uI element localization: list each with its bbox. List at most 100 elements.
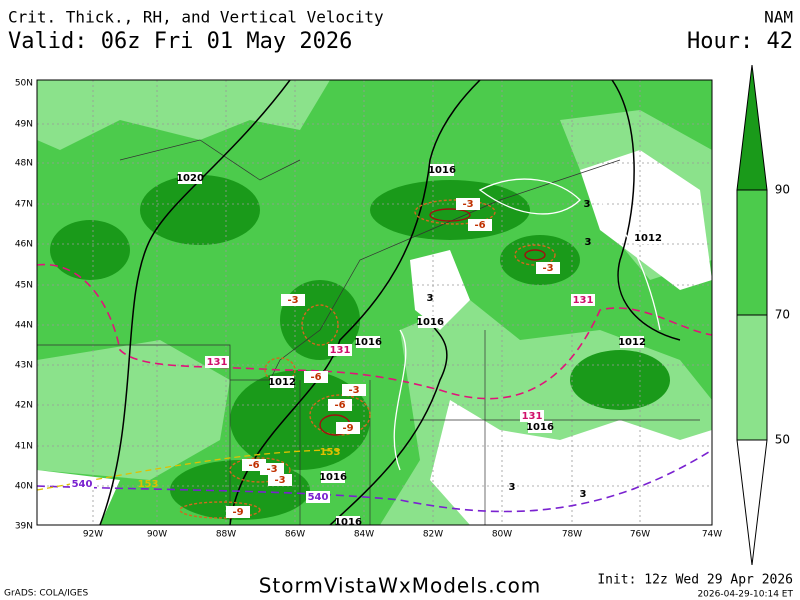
colorbar-labels: 90 70 50 [775,183,790,447]
product-title: Crit. Thick., RH, and Vertical Velocity [8,8,384,27]
lat-label: 40N [15,482,33,492]
lat-label: 41N [15,442,33,452]
contour-label: -3 [266,464,277,475]
colorbar-label: 90 [775,183,790,197]
contour-label: 3 [585,237,592,248]
label-box [418,316,442,328]
contour-label: 131 [522,411,543,422]
lat-label: 50N [15,79,33,89]
contour-label: 1020 [176,173,204,184]
lat-label: 39N [15,522,33,532]
label-box [304,371,328,383]
label-box [321,471,345,483]
contour-label: 1012 [268,377,296,388]
label-box [281,294,305,306]
label-box [456,198,480,210]
lat-label: 44N [15,321,33,331]
contour-label: 1016 [334,517,362,528]
label-box [205,356,229,368]
label-box [430,164,454,176]
model-name: NAM [764,8,793,27]
contour-label: 3 [584,199,591,210]
contour-label: -6 [474,220,485,231]
lat-label: 47N [15,200,33,210]
label-box [520,410,544,422]
credit: GrADS: COLA/IGES [4,589,88,599]
contour-label: 1016 [354,337,382,348]
contour-label: 540 [308,492,329,503]
contour-label: 3 [427,293,434,304]
contour-label: 1012 [634,233,662,244]
lat-label: 49N [15,120,33,130]
contour-label: 3 [580,489,587,500]
site: StormVistaWxModels.com [259,574,542,598]
contour-label: 1016 [319,472,347,483]
lat-label: 45N [15,281,33,291]
lon-label: 90W [147,530,167,540]
lat-label: 43N [15,361,33,371]
contour-label: 131 [207,357,228,368]
contour-label: 3 [509,482,516,493]
init-time: Init: 12z Wed 29 Apr 2026 [597,573,793,588]
contour-label: 1012 [618,337,646,348]
contour-label: -3 [542,263,553,274]
label-box [70,478,94,490]
lat-label: 48N [15,159,33,169]
axes: 50N 49N 48N 47N 46N 45N 44N 43N 42N 41N 40N 39N 92W 9… [15,79,722,540]
lon-label: 80W [492,530,512,540]
lon-label: 74W [702,530,722,540]
label-box [342,384,366,396]
contour-labels: 1020 1016 1012 1016 1016 1012 1016 1016 1016 1012… [70,164,662,528]
contour-label: 540 [72,479,93,490]
lon-label: 82W [423,530,443,540]
timestamp: 2026-04-29-10:14 ET [697,590,793,600]
lat-label: 42N [15,401,33,411]
contour-label: -3 [274,475,285,486]
contour-label: 1016 [526,422,554,433]
forecast-hour: Hour: 42 [687,29,793,54]
colorbar [736,64,768,566]
colorbar-label: 50 [775,433,790,447]
label-box [571,294,595,306]
label-box [226,506,250,518]
lon-label: 84W [354,530,374,540]
label-box [268,474,292,486]
label-box [336,516,360,525]
contour-label: -6 [310,372,321,383]
contour-label: 1016 [428,165,456,176]
label-box [528,421,552,433]
lon-label: 92W [83,530,103,540]
label-box [536,262,560,274]
label-box [178,172,202,184]
lat-label: 46N [15,240,33,250]
label-box [270,376,294,388]
label-box [242,459,266,471]
label-box [468,219,492,231]
colorbar-label: 70 [775,308,790,322]
lon-label: 78W [562,530,582,540]
valid-time: Valid: 06z Fri 01 May 2026 [8,29,352,54]
lon-label: 86W [285,530,305,540]
contour-label: -6 [334,400,345,411]
label-box [620,336,644,348]
lon-label: 76W [630,530,650,540]
contour-label: 131 [330,345,351,356]
lon-label: 88W [216,530,236,540]
contour-label: 131 [573,295,594,306]
contour-label: 153 [320,447,341,458]
contour-label: -6 [248,460,259,471]
label-box [328,399,352,411]
label-box [328,344,352,356]
map: 1020 1016 1012 1016 1016 1012 1016 1016 1016 1012… [37,80,712,528]
contour-label: 1016 [416,317,444,328]
label-box [306,491,330,503]
contour-label: -9 [232,507,243,518]
contour-label: -3 [348,385,359,396]
label-box [636,232,660,244]
contour-label: 153 [138,479,159,490]
label-box [336,422,360,434]
label-box [356,336,380,348]
contour-label: -3 [287,295,298,306]
contour-label: -3 [462,199,473,210]
